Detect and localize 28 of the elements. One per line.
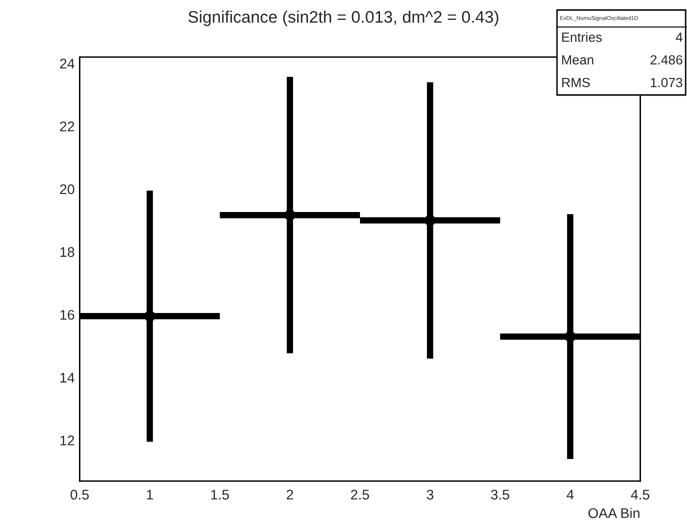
x-tick-label: 0.5 — [70, 490, 89, 500]
annotation: RMS — [562, 78, 590, 88]
y-tick-label: 18 — [60, 247, 74, 257]
y-tick-label: 20 — [60, 184, 74, 194]
point — [146, 312, 154, 320]
x-tick-label: 4 — [566, 490, 574, 500]
x-tick-label: 3.5 — [491, 490, 510, 500]
text: 2.486 — [650, 55, 682, 65]
x-tick-label: 1.5 — [211, 490, 229, 500]
x-tick-label: 1 — [146, 490, 153, 500]
y-tick-label: 24 — [60, 58, 74, 68]
x-tick-label: 3 — [426, 490, 434, 500]
x-tick-label: 4.5 — [630, 490, 650, 500]
x-tick-label: 2 — [286, 490, 294, 500]
text: 4 — [676, 32, 682, 42]
point — [566, 332, 574, 341]
y-tick-label: 22 — [60, 122, 74, 132]
chart-title: Significance (sin2th = 0.013, dm^2 = 0.43) — [188, 10, 498, 26]
text: Entries — [562, 32, 602, 42]
y-tick-label: 14 — [60, 372, 74, 382]
x-tick-label: 2.5 — [351, 490, 370, 500]
annotation: Mean — [562, 55, 594, 65]
y-tick-label: 16 — [60, 310, 74, 320]
point — [286, 210, 294, 220]
text: 1.073 — [650, 78, 682, 88]
point — [426, 216, 434, 225]
y-tick-label: 12 — [60, 436, 74, 446]
x-axis-title: OAA Bin — [588, 508, 640, 518]
